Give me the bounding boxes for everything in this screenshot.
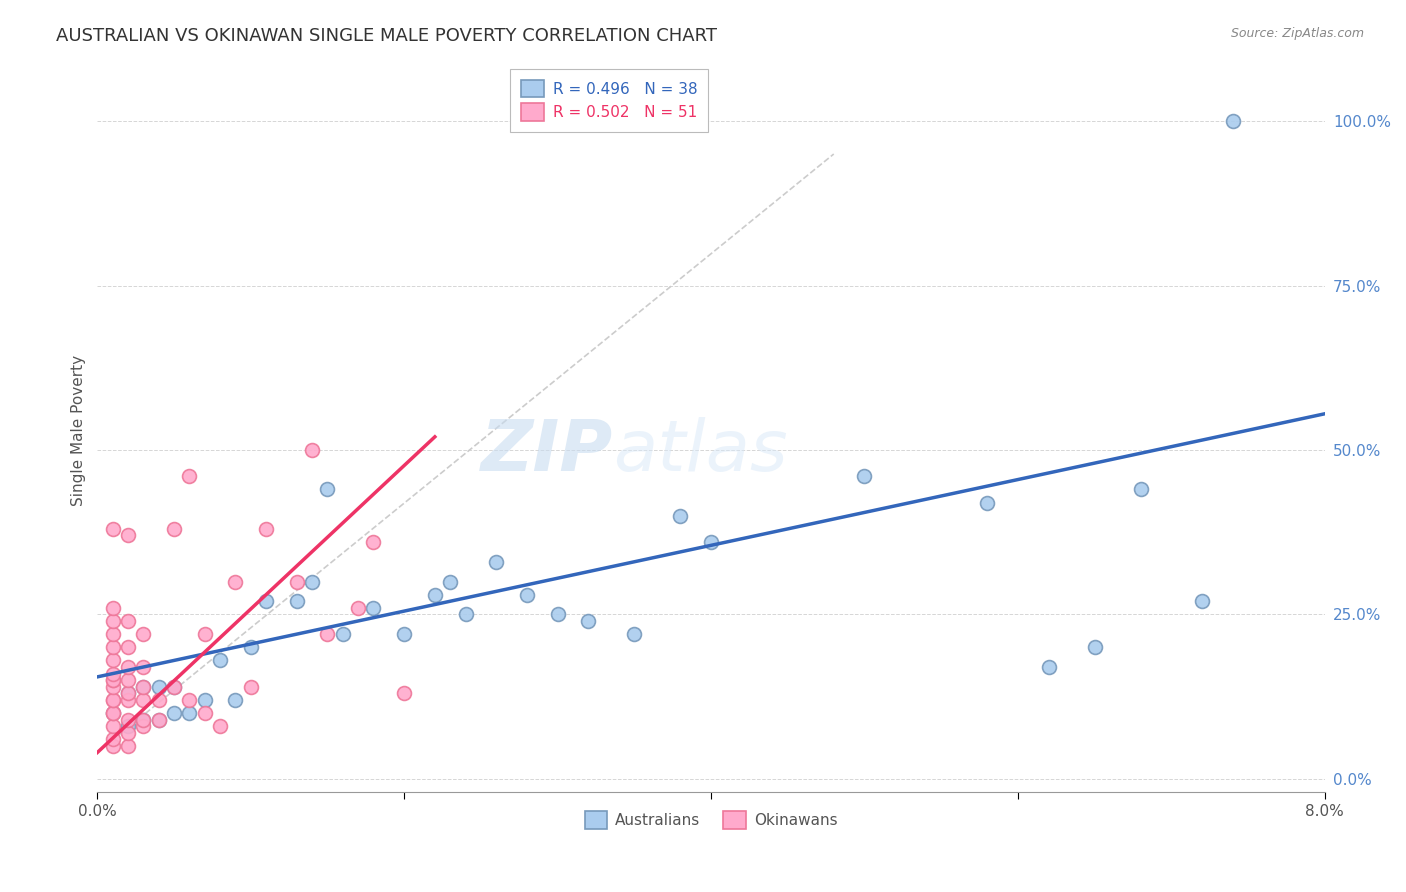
Point	[194, 693, 217, 707]
Point	[117, 640, 139, 655]
Point	[101, 693, 124, 707]
Point	[853, 469, 876, 483]
Text: Source: ZipAtlas.com: Source: ZipAtlas.com	[1230, 27, 1364, 40]
Point	[316, 483, 339, 497]
Point	[132, 713, 155, 727]
Point	[332, 627, 354, 641]
Point	[301, 442, 323, 457]
Point	[101, 706, 124, 720]
Point	[101, 653, 124, 667]
Point	[194, 627, 217, 641]
Point	[669, 508, 692, 523]
Point	[117, 713, 139, 727]
Point	[148, 713, 170, 727]
Point	[439, 574, 461, 589]
Point	[117, 719, 139, 733]
Point	[117, 614, 139, 628]
Point	[163, 706, 186, 720]
Point	[239, 680, 262, 694]
Point	[254, 594, 277, 608]
Point	[254, 522, 277, 536]
Point	[101, 706, 124, 720]
Point	[392, 686, 415, 700]
Point	[117, 686, 139, 700]
Point	[285, 574, 308, 589]
Point	[623, 627, 645, 641]
Point	[117, 528, 139, 542]
Point	[163, 680, 186, 694]
Point	[132, 627, 155, 641]
Point	[101, 666, 124, 681]
Point	[101, 739, 124, 753]
Point	[301, 574, 323, 589]
Point	[363, 600, 385, 615]
Point	[132, 660, 155, 674]
Point	[101, 732, 124, 747]
Point	[454, 607, 477, 622]
Point	[1129, 483, 1152, 497]
Point	[224, 574, 246, 589]
Point	[516, 588, 538, 602]
Point	[132, 713, 155, 727]
Point	[101, 614, 124, 628]
Point	[117, 725, 139, 739]
Point	[163, 522, 186, 536]
Point	[101, 673, 124, 688]
Point	[179, 693, 201, 707]
Point	[179, 469, 201, 483]
Legend: Australians, Okinawans: Australians, Okinawans	[578, 805, 844, 835]
Point	[423, 588, 446, 602]
Point	[1222, 114, 1244, 128]
Point	[163, 680, 186, 694]
Point	[363, 535, 385, 549]
Point	[117, 660, 139, 674]
Y-axis label: Single Male Poverty: Single Male Poverty	[72, 355, 86, 506]
Point	[285, 594, 308, 608]
Point	[101, 600, 124, 615]
Point	[148, 680, 170, 694]
Point	[132, 719, 155, 733]
Point	[316, 627, 339, 641]
Point	[148, 713, 170, 727]
Point	[101, 680, 124, 694]
Point	[209, 719, 232, 733]
Point	[194, 706, 217, 720]
Point	[117, 693, 139, 707]
Point	[101, 640, 124, 655]
Point	[224, 693, 246, 707]
Point	[117, 673, 139, 688]
Point	[392, 627, 415, 641]
Point	[101, 719, 124, 733]
Text: atlas: atlas	[613, 417, 787, 486]
Point	[101, 693, 124, 707]
Point	[700, 535, 723, 549]
Point	[1191, 594, 1213, 608]
Point	[1083, 640, 1105, 655]
Point	[101, 627, 124, 641]
Point	[209, 653, 232, 667]
Point	[576, 614, 599, 628]
Point	[132, 693, 155, 707]
Point	[117, 739, 139, 753]
Point	[347, 600, 370, 615]
Point	[1038, 660, 1060, 674]
Text: ZIP: ZIP	[481, 417, 613, 486]
Point	[485, 555, 508, 569]
Point	[132, 680, 155, 694]
Point	[132, 680, 155, 694]
Text: AUSTRALIAN VS OKINAWAN SINGLE MALE POVERTY CORRELATION CHART: AUSTRALIAN VS OKINAWAN SINGLE MALE POVER…	[56, 27, 717, 45]
Point	[179, 706, 201, 720]
Point	[976, 495, 998, 509]
Point	[547, 607, 569, 622]
Point	[148, 693, 170, 707]
Point	[117, 686, 139, 700]
Point	[101, 673, 124, 688]
Point	[101, 706, 124, 720]
Point	[239, 640, 262, 655]
Point	[101, 522, 124, 536]
